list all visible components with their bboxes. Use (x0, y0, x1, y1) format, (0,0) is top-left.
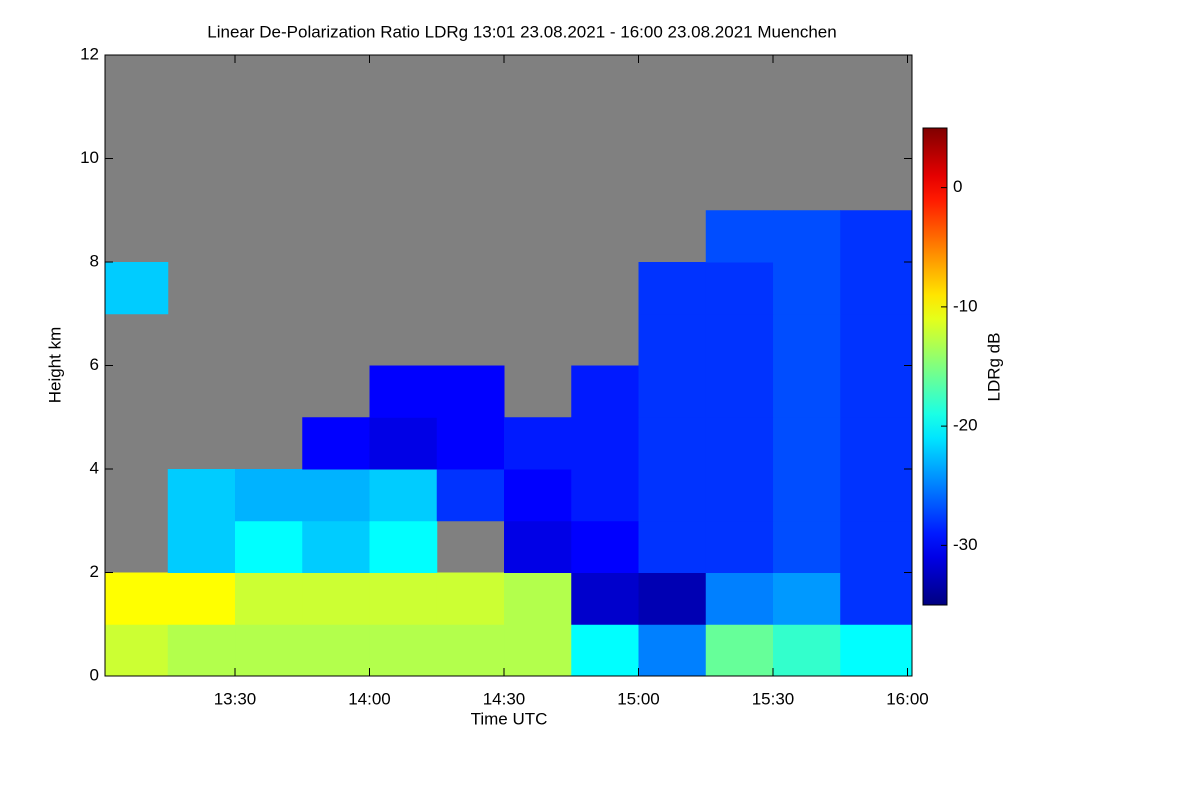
heatmap-cell (235, 572, 303, 625)
colorbar-tick-label: -10 (953, 296, 978, 315)
heatmap-cell (840, 262, 913, 315)
heatmap-cell (302, 469, 371, 522)
heatmap-cell (369, 520, 438, 573)
heatmap-cell (638, 262, 707, 315)
x-tick-label: 15:00 (617, 689, 660, 708)
heatmap-cell (773, 210, 841, 263)
heatmap-cell (705, 210, 774, 263)
heatmap-cell (773, 313, 841, 366)
heatmap-cell (705, 572, 774, 625)
heatmap-cell (504, 520, 572, 573)
x-tick-label: 14:30 (483, 689, 526, 708)
y-tick-label: 8 (90, 251, 99, 270)
colorbar-tick-label: -20 (953, 416, 978, 435)
heatmap-cell (436, 365, 505, 418)
x-tick-label: 16:00 (886, 689, 929, 708)
heatmap-cell (302, 520, 371, 573)
heatmap-cell (773, 365, 841, 418)
x-tick-label: 13:30 (214, 689, 257, 708)
x-axis-label: Time UTC (471, 709, 548, 728)
y-tick-label: 4 (90, 458, 99, 477)
heatmap-cell (369, 624, 438, 677)
heatmap-cell (840, 365, 913, 418)
y-axis-label: Height km (45, 327, 64, 404)
heatmap-cell (840, 417, 913, 470)
heatmap-cell (840, 469, 913, 522)
heatmap-cell (773, 520, 841, 573)
heatmap-cell (840, 210, 913, 263)
colorbar-label: LDRg dB (984, 333, 1003, 402)
heatmap-cell (436, 572, 505, 625)
heatmap-cell (436, 624, 505, 677)
heatmap-cell (638, 417, 707, 470)
heatmap-cell (773, 572, 841, 625)
x-tick-label: 15:30 (752, 689, 795, 708)
heatmap-cell (705, 469, 774, 522)
y-tick-label: 0 (90, 665, 99, 684)
colorbar-tick-label: -30 (953, 535, 978, 554)
y-tick-label: 10 (80, 148, 99, 167)
heatmap-cell (105, 572, 169, 625)
heatmap-cell (369, 417, 438, 470)
heatmap-cell (638, 520, 707, 573)
heatmap-cell (638, 572, 707, 625)
heatmap-cell (504, 469, 572, 522)
heatmap-cell (571, 572, 640, 625)
colorbar-tick-label: 0 (953, 177, 962, 196)
heatmap-cell (705, 624, 774, 677)
heatmap-cell (369, 365, 438, 418)
heatmap-cell (638, 469, 707, 522)
heatmap-cell (235, 624, 303, 677)
heatmap-cell (773, 624, 841, 677)
x-tick-label: 14:00 (348, 689, 391, 708)
heatmap-cell (105, 262, 169, 315)
heatmap-cell (705, 520, 774, 573)
heatmap-cell (571, 365, 640, 418)
heatmap-cell (302, 624, 371, 677)
y-tick-label: 6 (90, 355, 99, 374)
chart-title: Linear De-Polarization Ratio LDRg 13:01 … (207, 22, 836, 41)
heatmap-cell (571, 469, 640, 522)
heatmap-cell (638, 313, 707, 366)
heatmap-cell (840, 624, 913, 677)
heatmap-cell (369, 469, 438, 522)
heatmap-cell (235, 520, 303, 573)
heatmap-cell (369, 572, 438, 625)
heatmap-cell (436, 417, 505, 470)
heatmap-cell (167, 624, 236, 677)
heatmap-cell (638, 624, 707, 677)
heatmap-cell (235, 469, 303, 522)
heatmap-cell (105, 624, 169, 677)
heatmap-cell (840, 572, 913, 625)
heatmap-cell (167, 520, 236, 573)
heatmap-cell (705, 262, 774, 315)
heatmap-cell (504, 624, 572, 677)
y-tick-label: 12 (80, 44, 99, 63)
heatmap-cell (840, 520, 913, 573)
heatmap-cell (571, 624, 640, 677)
heatmap-cell (436, 469, 505, 522)
heatmap-cell (638, 365, 707, 418)
heatmap-cell (504, 572, 572, 625)
heatmap-cell (773, 262, 841, 315)
heatmap-cell (840, 313, 913, 366)
heatmap-cell (302, 417, 371, 470)
heatmap-cell (167, 469, 236, 522)
heatmap-cell (302, 572, 371, 625)
heatmap-cell (705, 365, 774, 418)
heatmap-cell (705, 417, 774, 470)
heatmap-cell (705, 313, 774, 366)
heatmap-cell (571, 520, 640, 573)
heatmap-cell (167, 572, 236, 625)
heatmap-cell (571, 417, 640, 470)
colorbar (922, 127, 948, 606)
y-tick-label: 2 (90, 562, 99, 581)
heatmap-cell (773, 469, 841, 522)
heatmap-cell (773, 417, 841, 470)
heatmap-cell (504, 417, 572, 470)
